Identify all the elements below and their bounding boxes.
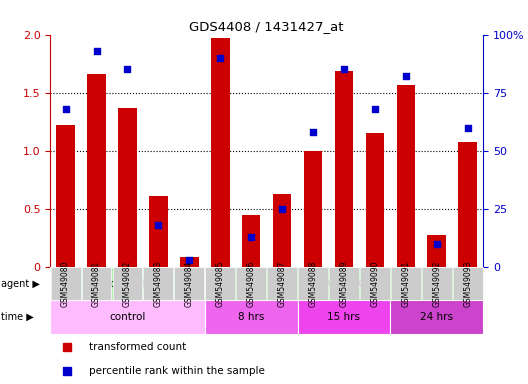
Point xyxy=(216,55,224,61)
Text: control: control xyxy=(109,279,146,289)
Text: GSM549088: GSM549088 xyxy=(308,261,317,307)
Text: GSM549080: GSM549080 xyxy=(61,261,70,307)
Text: percentile rank within the sample: percentile rank within the sample xyxy=(89,366,265,376)
FancyBboxPatch shape xyxy=(329,267,359,300)
FancyBboxPatch shape xyxy=(51,267,81,300)
Point xyxy=(340,66,348,73)
Text: time ▶: time ▶ xyxy=(1,312,33,322)
Point xyxy=(123,66,131,73)
FancyBboxPatch shape xyxy=(112,267,143,300)
Bar xyxy=(205,267,483,300)
Bar xyxy=(428,235,446,267)
Text: 8 hrs: 8 hrs xyxy=(238,312,265,322)
Text: 24 hrs: 24 hrs xyxy=(420,312,453,322)
Text: GSM549084: GSM549084 xyxy=(185,261,194,307)
Point xyxy=(432,241,441,247)
Bar xyxy=(205,300,298,334)
Point xyxy=(309,129,317,135)
Text: GSM549083: GSM549083 xyxy=(154,261,163,307)
Bar xyxy=(304,151,322,267)
Text: agent ▶: agent ▶ xyxy=(1,279,40,289)
FancyBboxPatch shape xyxy=(422,267,451,300)
Bar xyxy=(365,133,384,267)
FancyBboxPatch shape xyxy=(391,267,421,300)
Bar xyxy=(50,267,205,300)
Bar xyxy=(87,74,106,267)
Bar xyxy=(118,108,137,267)
Point xyxy=(61,106,70,112)
Bar xyxy=(298,300,390,334)
Text: GSM549081: GSM549081 xyxy=(92,261,101,307)
FancyBboxPatch shape xyxy=(174,267,204,300)
Bar xyxy=(242,215,260,267)
FancyBboxPatch shape xyxy=(236,267,266,300)
Text: GSM549086: GSM549086 xyxy=(247,261,256,307)
FancyBboxPatch shape xyxy=(267,267,297,300)
Point xyxy=(464,124,472,131)
Text: GSM549082: GSM549082 xyxy=(123,261,132,307)
Text: DETA-NONOate: DETA-NONOate xyxy=(304,279,384,289)
Text: GSM549093: GSM549093 xyxy=(463,260,472,307)
FancyBboxPatch shape xyxy=(360,267,390,300)
Bar xyxy=(390,300,483,334)
Text: GSM549092: GSM549092 xyxy=(432,261,441,307)
Point xyxy=(247,234,256,240)
Bar xyxy=(335,71,353,267)
Text: GSM549089: GSM549089 xyxy=(340,261,348,307)
FancyBboxPatch shape xyxy=(298,267,328,300)
Text: 15 hrs: 15 hrs xyxy=(327,312,361,322)
Bar xyxy=(458,142,477,267)
Point xyxy=(185,257,194,263)
Bar xyxy=(56,125,75,267)
FancyBboxPatch shape xyxy=(452,267,483,300)
Title: GDS4408 / 1431427_at: GDS4408 / 1431427_at xyxy=(190,20,344,33)
Text: GSM549090: GSM549090 xyxy=(370,260,380,307)
Text: GSM549085: GSM549085 xyxy=(216,261,225,307)
FancyBboxPatch shape xyxy=(82,267,111,300)
Point xyxy=(154,222,163,228)
Bar xyxy=(211,38,230,267)
Text: GSM549091: GSM549091 xyxy=(401,261,410,307)
Point xyxy=(92,48,101,54)
Bar xyxy=(397,84,415,267)
Bar xyxy=(149,196,168,267)
Point xyxy=(278,206,286,212)
Bar xyxy=(180,257,199,267)
Bar xyxy=(50,300,205,334)
FancyBboxPatch shape xyxy=(144,267,173,300)
Point xyxy=(371,106,379,112)
Text: control: control xyxy=(109,312,146,322)
Text: GSM549087: GSM549087 xyxy=(278,261,287,307)
FancyBboxPatch shape xyxy=(205,267,235,300)
Text: transformed count: transformed count xyxy=(89,342,186,352)
Point xyxy=(402,73,410,79)
Bar xyxy=(273,194,291,267)
